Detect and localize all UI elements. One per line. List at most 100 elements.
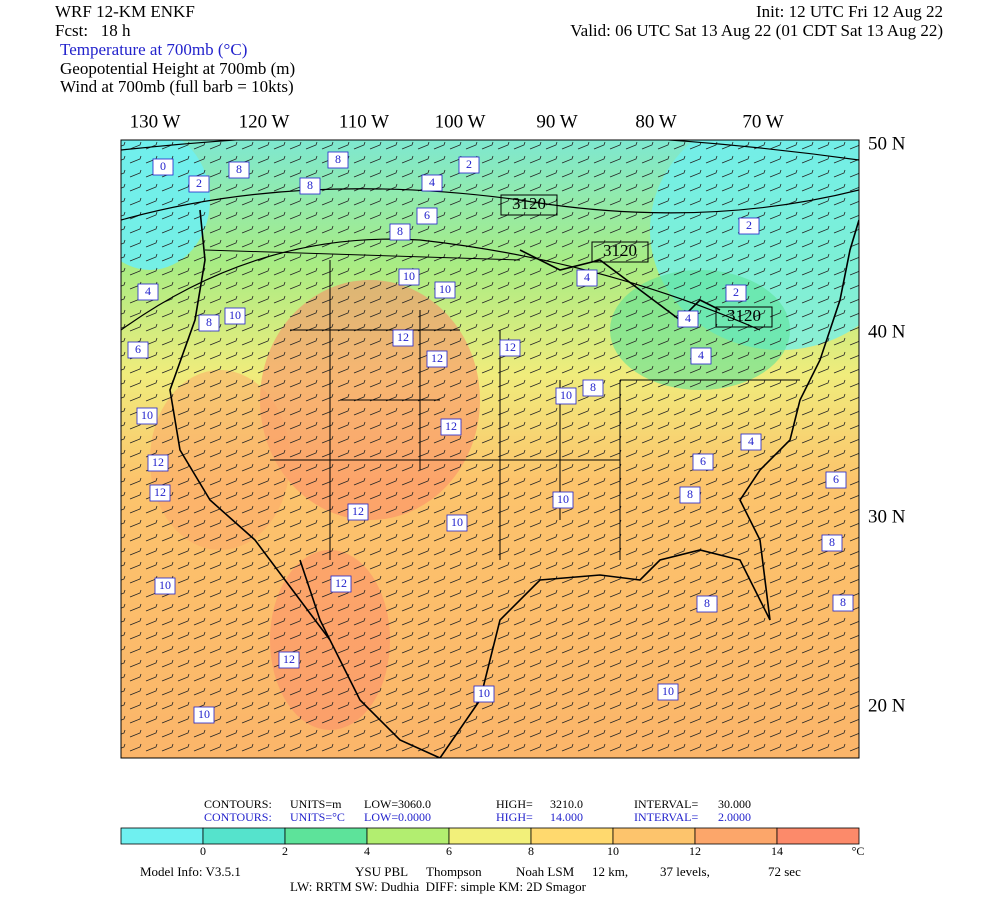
temperature-label-box [552, 491, 574, 509]
temperature-label-box [740, 433, 762, 451]
model-name: WRF 12-KM ENKF [55, 2, 195, 21]
temperature-label: 10 [439, 282, 451, 296]
height-contour-info: INTERVAL= [634, 797, 698, 811]
temperature-label: 12 [431, 351, 443, 365]
physics-info: LW: RRTM SW: Dudhia DIFF: simple KM: 2D … [290, 879, 587, 894]
temperature-label: 4 [429, 175, 435, 189]
colorbar-cell [530, 827, 614, 845]
colorbar-tick: 0 [200, 844, 206, 858]
height-label-box [500, 194, 558, 216]
temperature-label: 8 [840, 595, 846, 609]
temperature-label: 8 [829, 535, 835, 549]
height-label: 3120 [727, 306, 761, 325]
temperature-label-box [421, 174, 443, 192]
model-info: YSU PBL [355, 864, 408, 879]
temperature-label-box [692, 453, 714, 471]
model-info: 72 sec [768, 864, 801, 879]
lat-label: 30 N [868, 506, 906, 527]
temperature-label: 4 [698, 348, 704, 362]
temperature-label: 2 [746, 218, 752, 232]
field-title: Temperature at 700mb (°C) [60, 40, 247, 59]
temperature-label-box [696, 595, 718, 613]
lon-label: 110 W [339, 111, 389, 132]
temperature-label-box [327, 151, 349, 169]
temperature-label: 2 [733, 285, 739, 299]
temperature-label: 8 [704, 596, 710, 610]
lat-label: 40 N [868, 321, 906, 342]
temperature-label-box [299, 177, 321, 195]
temperature-label: 6 [135, 342, 141, 356]
height-label-box [591, 241, 649, 263]
temperature-contour-info: 2.0000 [718, 810, 751, 824]
temperature-label-box [576, 269, 598, 287]
temperature-label-box [347, 503, 369, 521]
temperature-label: 8 [397, 224, 403, 238]
temperature-label: 12 [504, 340, 516, 354]
model-info: 37 levels, [660, 864, 710, 879]
temperature-label: 0 [160, 159, 166, 173]
temperature-label-box [127, 341, 149, 359]
temperature-label-box [198, 314, 220, 332]
temperature-label-box [440, 418, 462, 436]
lat-label: 20 N [868, 695, 906, 716]
temperature-label: 2 [466, 157, 472, 171]
temperature-label: 6 [833, 472, 839, 486]
model-info: Thompson [426, 864, 482, 879]
temperature-label: 4 [145, 284, 151, 298]
colorbar-tick: 10 [607, 844, 619, 858]
temperature-label-box [137, 283, 159, 301]
temperature-label: 6 [424, 208, 430, 222]
temperature-label-box [392, 329, 414, 347]
temperature-label: 12 [445, 419, 457, 433]
temperature-label: 12 [154, 485, 166, 499]
colorbar-tick: 8 [528, 844, 534, 858]
temperature-label-box [152, 158, 174, 176]
temperature-contour-info: 14.000 [550, 810, 583, 824]
temperature-label: 12 [352, 504, 364, 518]
temperature-label-box [149, 484, 171, 502]
temperature-label-box [499, 339, 521, 357]
colorbar-cell [366, 827, 450, 845]
temperature-label: 8 [307, 178, 313, 192]
temperature-label-box [398, 268, 420, 286]
temperature-label: 12 [335, 576, 347, 590]
temperature-label: 12 [152, 455, 164, 469]
temperature-label-box [330, 575, 352, 593]
lat-label: 50 N [868, 133, 906, 154]
height-label: 3120 [512, 194, 546, 213]
temperature-label-box [426, 350, 448, 368]
valid-time: Valid: 06 UTC Sat 13 Aug 22 (01 CDT Sat … [570, 21, 943, 40]
model-info: 12 km, [592, 864, 628, 879]
temperature-label: 6 [700, 454, 706, 468]
temperature-label-box [582, 379, 604, 397]
map-frame [120, 139, 860, 759]
lon-label: 130 W [130, 111, 181, 132]
colorbar-tick: 2 [282, 844, 288, 858]
temperature-contour-info: CONTOURS: [204, 810, 272, 824]
temperature-contour-info: HIGH= [496, 810, 533, 824]
forecast-hour: Fcst: 18 h [55, 21, 131, 40]
temperature-label: 4 [584, 270, 590, 284]
colorbar-tick: 6 [446, 844, 452, 858]
height-contour-info: UNITS=m [290, 797, 342, 811]
temperature-label-box [458, 156, 480, 174]
temperature-label: 2 [196, 176, 202, 190]
temperature-label-box [832, 594, 854, 612]
colorbar-tick: 12 [689, 844, 701, 858]
field-title: Wind at 700mb (full barb = 10kts) [60, 77, 294, 96]
lon-label: 80 W [635, 111, 676, 132]
temperature-label: 8 [236, 162, 242, 176]
temperature-label: 10 [229, 308, 241, 322]
height-contour-info: HIGH= [496, 797, 533, 811]
temperature-label-box [657, 683, 679, 701]
colorbar-cell [120, 827, 204, 845]
temperature-label-box [725, 284, 747, 302]
model-info: Noah LSM [516, 864, 575, 879]
temperature-label: 10 [560, 388, 572, 402]
temperature-label-box [136, 407, 158, 425]
height-contour-info: 3060.0 [398, 797, 431, 811]
temperature-label: 8 [335, 152, 341, 166]
temperature-label-box [825, 471, 847, 489]
temperature-contour-info: UNITS=°C [290, 810, 345, 824]
